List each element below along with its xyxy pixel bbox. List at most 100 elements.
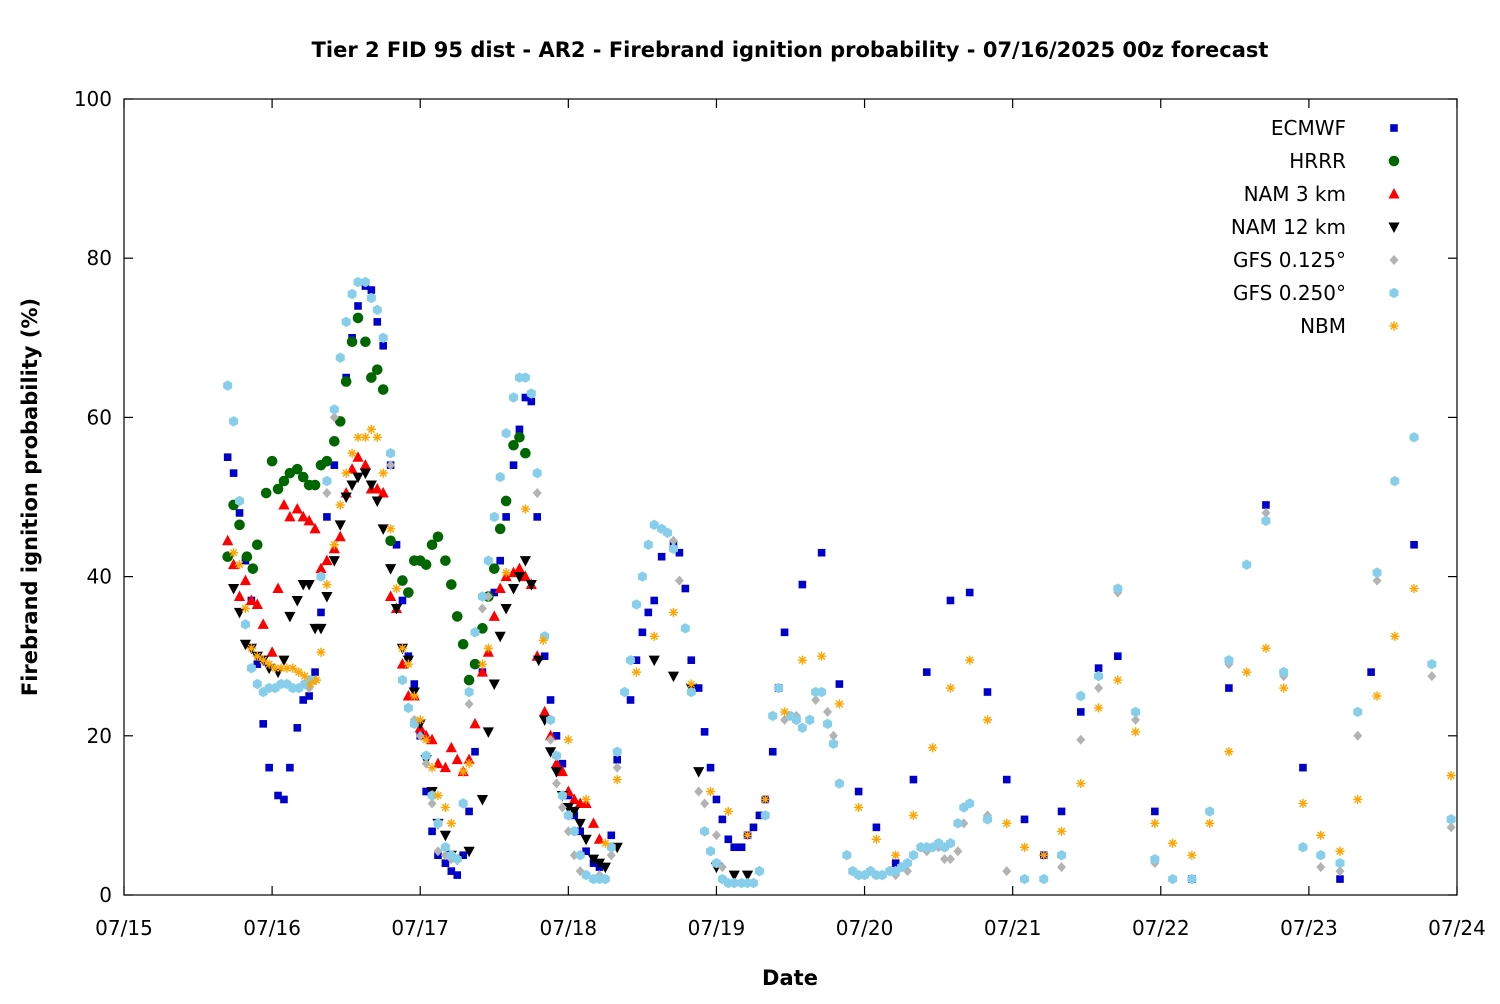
data-point (335, 500, 345, 510)
data-point (490, 588, 499, 597)
data-point (420, 559, 432, 570)
data-point (1316, 850, 1326, 861)
x-tick-label: 07/17 (391, 916, 449, 940)
legend-marker (1389, 321, 1399, 331)
data-point (681, 584, 690, 593)
data-point (315, 623, 327, 635)
data-point (340, 492, 352, 503)
data-point (329, 412, 339, 423)
data-point (558, 759, 567, 768)
data-point (1150, 853, 1160, 865)
data-point (246, 643, 256, 653)
data-point (252, 678, 262, 690)
data-point (274, 791, 282, 800)
data-point (489, 511, 499, 523)
data-point (494, 631, 506, 643)
data-point (299, 696, 308, 704)
data-point (347, 448, 357, 458)
data-point (526, 388, 536, 399)
data-point (440, 802, 450, 813)
data-point (391, 583, 402, 594)
y-tick-label: 20 (87, 724, 112, 748)
series-6 (229, 424, 1456, 860)
data-point (631, 599, 641, 610)
data-point (1372, 575, 1382, 586)
data-point (360, 336, 371, 348)
data-point (334, 520, 346, 531)
data-point (613, 755, 622, 764)
data-point (291, 502, 303, 514)
data-point (427, 790, 437, 801)
data-point (626, 696, 635, 704)
data-point (908, 850, 918, 861)
data-point (1020, 873, 1030, 885)
data-point (297, 471, 309, 483)
data-point (945, 838, 955, 849)
data-point (386, 460, 396, 471)
data-point (239, 639, 252, 651)
data-point (811, 694, 821, 705)
data-point (1113, 675, 1123, 685)
data-point (780, 628, 789, 637)
data-point (305, 692, 313, 700)
data-point (421, 735, 431, 745)
data-point (593, 858, 606, 870)
data-point (965, 798, 975, 809)
data-point (1150, 818, 1160, 828)
data-point (409, 718, 419, 730)
data-point (477, 603, 487, 614)
data-point (983, 688, 992, 696)
data-points (222, 276, 1456, 889)
y-tick-label: 80 (87, 246, 112, 270)
data-point (1076, 708, 1085, 716)
data-point (311, 675, 322, 685)
data-point (519, 570, 531, 582)
data-point (1410, 540, 1418, 549)
data-point (1151, 807, 1159, 816)
data-point (953, 818, 963, 829)
x-tick-label: 07/20 (836, 916, 894, 940)
data-point (266, 646, 278, 657)
data-point (563, 735, 573, 745)
data-point (575, 850, 585, 861)
data-point (587, 854, 600, 866)
data-point (540, 652, 549, 660)
data-point (321, 592, 333, 603)
data-point (252, 651, 262, 661)
data-point (532, 467, 542, 479)
data-point (519, 556, 531, 567)
data-point (421, 750, 431, 761)
data-point (569, 826, 579, 837)
data-point (525, 580, 537, 591)
data-point (264, 659, 274, 669)
data-point (842, 850, 852, 861)
data-point (580, 834, 592, 846)
data-point (366, 292, 376, 304)
data-point (246, 662, 256, 674)
data-point (686, 679, 696, 689)
data-point (371, 483, 383, 494)
data-point (353, 432, 363, 442)
data-point (385, 535, 396, 547)
data-point (421, 758, 431, 769)
data-point (457, 638, 469, 650)
data-point (335, 352, 345, 363)
data-point (742, 830, 753, 840)
data-point (657, 552, 666, 561)
data-point (397, 674, 407, 686)
data-point (477, 659, 488, 669)
data-point (694, 786, 704, 797)
data-point (306, 679, 316, 689)
data-point (272, 483, 284, 495)
y-tick-label: 40 (87, 565, 112, 589)
data-point (328, 556, 340, 567)
data-point (463, 846, 475, 858)
data-point (278, 498, 290, 510)
data-point (439, 761, 452, 773)
data-point (563, 810, 573, 821)
data-point (222, 551, 233, 562)
data-point (465, 807, 473, 816)
x-tick-label: 07/19 (688, 916, 746, 940)
data-point (940, 854, 950, 865)
data-point (520, 447, 531, 459)
